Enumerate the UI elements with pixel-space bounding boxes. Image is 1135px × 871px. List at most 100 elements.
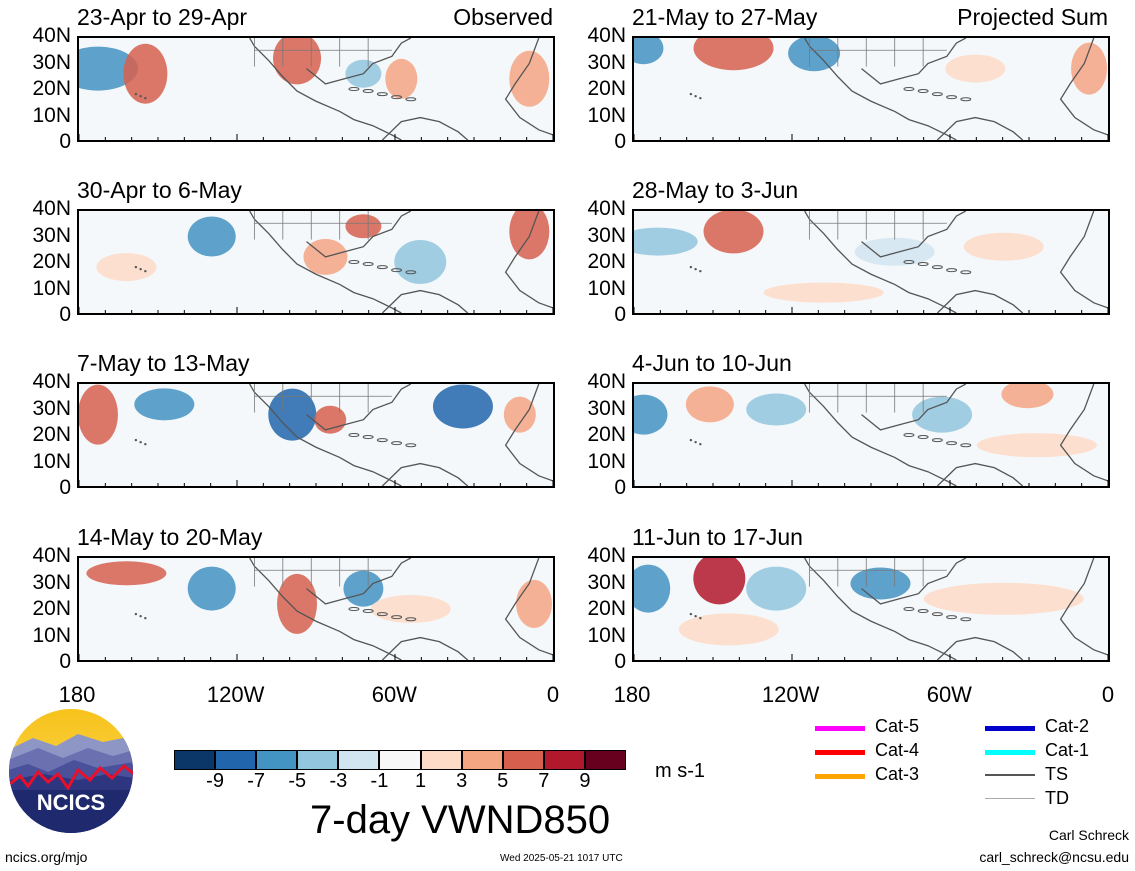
anomaly-map: [77, 382, 555, 488]
island-hawaii: [134, 265, 138, 269]
island-outline: [391, 441, 403, 446]
coastline-africa: [504, 558, 553, 656]
colorbar-tick-label: -9: [206, 770, 224, 792]
lon-tick-label: 0: [1101, 682, 1115, 707]
track-legend-line: [985, 774, 1035, 776]
anomaly-map: [632, 209, 1110, 315]
lat-tick-label: 20N: [32, 77, 71, 100]
island-outline: [946, 268, 958, 273]
panel-title: 14-May to 20-May: [77, 524, 263, 550]
track-legend-label: Cat-5: [875, 716, 920, 736]
island-outline: [960, 443, 972, 448]
lat-tick-label: 20N: [587, 250, 626, 273]
lat-tick-label: 30N: [32, 223, 71, 247]
lat-tick-label: 10N: [32, 449, 71, 473]
track-legend-label: Cat-1: [1045, 740, 1090, 760]
island-outline: [405, 270, 417, 275]
colorbar-tick-label: -1: [370, 770, 389, 792]
anomaly-shading: [503, 396, 536, 433]
colorbar: [174, 750, 626, 770]
anomaly-shading: [763, 282, 884, 303]
anomaly-shading: [945, 54, 1006, 83]
lon-tick-label: 120W: [206, 682, 265, 707]
coastline-gulf: [861, 211, 967, 258]
coastline-south-america: [936, 289, 1024, 313]
island-outline: [376, 92, 388, 97]
colorbar-swatch: [174, 750, 216, 770]
lat-tick-label: 0: [59, 476, 71, 499]
panel-title: 21-May to 27-May: [632, 4, 818, 30]
lat-tick-label: 10N: [587, 449, 626, 473]
island-outline: [362, 435, 374, 440]
panel-title: 30-Apr to 6-May: [77, 177, 242, 203]
island-outline: [348, 433, 360, 437]
lat-tick-label: 40N: [32, 544, 71, 567]
lon-tick-label: 180: [58, 682, 96, 707]
anomaly-shading: [685, 386, 734, 423]
island-outline: [917, 262, 929, 267]
island-outline: [376, 265, 388, 270]
island-hawaii: [689, 92, 693, 96]
lat-tick-label: 40N: [587, 544, 626, 567]
coastline-north-america: [249, 384, 402, 486]
anomaly-shading: [86, 561, 167, 586]
coastline-north-america: [249, 211, 402, 313]
island-hawaii: [144, 96, 147, 100]
lat-tick-label: 0: [614, 130, 626, 153]
island-hawaii: [689, 265, 693, 269]
island-outline: [946, 441, 958, 446]
lat-tick-label: 30N: [32, 50, 71, 74]
colorbar-tick-label: 5: [497, 770, 509, 792]
track-legend-line: [815, 774, 865, 779]
track-legend-label: Cat-4: [875, 740, 920, 760]
panel-title: 7-May to 13-May: [77, 350, 250, 376]
island-outline: [362, 609, 374, 614]
lat-tick-label: 10N: [587, 103, 626, 127]
island-outline: [348, 260, 360, 264]
lat-tick-label: 20N: [587, 423, 626, 446]
coastline-south-america: [381, 116, 469, 140]
anomaly-shading: [79, 384, 118, 445]
lat-tick-label: 0: [59, 130, 71, 153]
colorbar-tick-label: 7: [538, 770, 550, 792]
plot-title: 7-day VWND850: [310, 798, 611, 842]
coastline-south-america: [381, 462, 469, 486]
lat-tick-label: 40N: [587, 197, 626, 220]
island-hawaii: [694, 94, 697, 98]
anomaly-shading: [788, 38, 841, 72]
anomaly-shading: [746, 566, 807, 611]
lat-tick-label: 0: [614, 476, 626, 499]
coastline-gulf: [306, 211, 412, 258]
island-hawaii: [699, 96, 702, 100]
lon-tick-label: 180: [613, 682, 651, 707]
footer-timestamp: Wed 2025-05-21 1017 UTC: [500, 853, 623, 864]
coastline-africa: [504, 211, 553, 309]
coastline-south-america: [936, 116, 1024, 140]
island-outline: [903, 607, 915, 611]
anomaly-shading: [746, 393, 807, 426]
colorbar-tick-label: -3: [329, 770, 348, 792]
track-legend-line: [815, 750, 865, 755]
coastline-africa: [504, 384, 553, 482]
island-hawaii: [134, 438, 138, 442]
panel-title: 28-May to 3-Jun: [632, 177, 799, 203]
panel-title: 4-Jun to 10-Jun: [632, 350, 792, 376]
coastline-gulf: [861, 384, 967, 431]
panel-title: 11-Jun to 17-Jun: [632, 524, 803, 550]
lon-tick-label: 120W: [761, 682, 820, 707]
island-hawaii: [699, 269, 702, 273]
anomaly-shading: [123, 43, 168, 104]
coastline-africa: [504, 38, 553, 136]
island-outline: [931, 92, 943, 97]
anomaly-shading: [385, 58, 418, 99]
anomaly-shading: [134, 388, 195, 421]
anomaly-shading: [187, 216, 236, 257]
coastline-gulf: [861, 38, 967, 85]
island-hawaii: [144, 269, 147, 273]
island-outline: [960, 270, 972, 275]
island-outline: [946, 95, 958, 100]
track-legend-label: Cat-2: [1045, 716, 1090, 736]
anomaly-shading: [96, 253, 157, 282]
island-outline: [917, 609, 929, 614]
anomaly-shading: [634, 394, 668, 435]
